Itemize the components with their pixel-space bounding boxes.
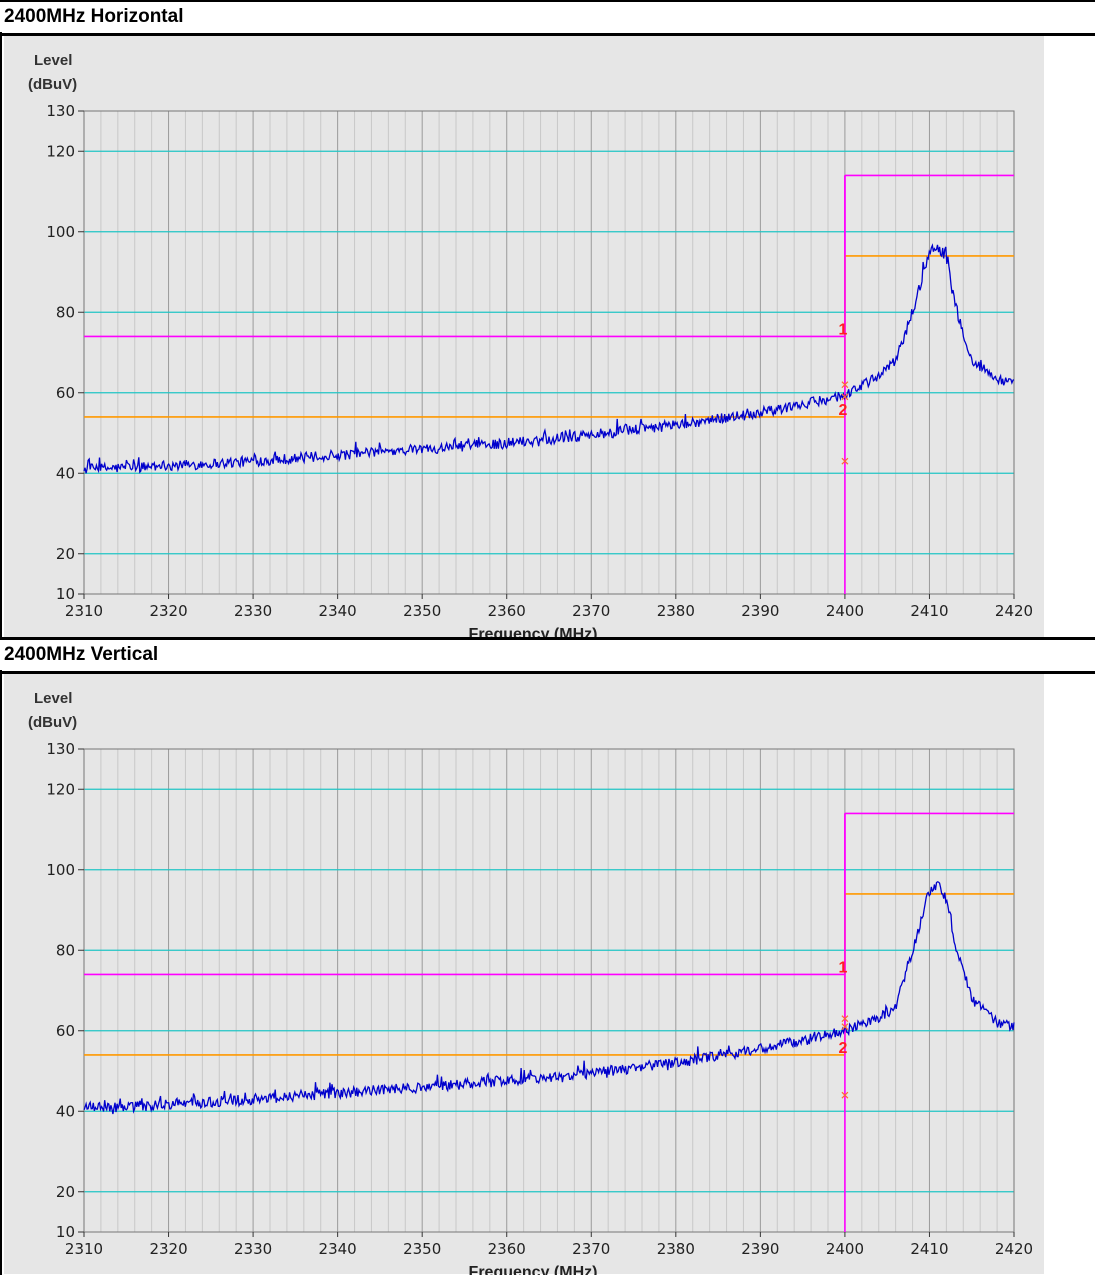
cross-marker	[841, 393, 849, 401]
limit-segment	[84, 174, 1014, 338]
marker-label: 2	[838, 402, 847, 419]
x-tick-label: 2360	[488, 602, 526, 620]
cross-marker	[841, 1091, 849, 1099]
x-tick-label: 2360	[488, 1240, 526, 1258]
marker-label: 1	[838, 959, 847, 976]
vertical-grid	[100, 111, 998, 594]
limit-segment	[84, 812, 1014, 976]
y-tick-label: 40	[56, 1102, 75, 1120]
panel-separator	[0, 637, 1095, 640]
x-tick-label: 2410	[910, 602, 948, 620]
x-tick-label: 2330	[234, 1240, 272, 1258]
marker-label: 2	[838, 1040, 847, 1057]
x-tick-label: 2380	[657, 602, 695, 620]
plot-frame	[83, 110, 1015, 595]
x-tick-label: 2310	[65, 1240, 103, 1258]
horizontal-grid	[84, 150, 1014, 555]
x-tick-label: 2340	[319, 1240, 357, 1258]
spectrum-trace	[83, 243, 1015, 474]
x-tick-label: 2340	[319, 602, 357, 620]
chart-vertical: 10 20 40 60 80 100 120 130 2310 2320 2330 2340 2350 2…	[28, 690, 1033, 1275]
x-tick-label: 2390	[741, 1240, 779, 1258]
y-tick-label: 120	[46, 780, 75, 798]
y-tick-label: 60	[56, 384, 75, 402]
x-tick-label: 2320	[149, 1240, 187, 1258]
cross-marker	[841, 457, 849, 465]
x-tick-label: 2420	[995, 1240, 1033, 1258]
x-tick-label: 2370	[572, 602, 610, 620]
x-tick-label: 2350	[403, 1240, 441, 1258]
y-tick-label: 80	[56, 303, 75, 321]
cross-marker	[841, 1015, 849, 1023]
x-tick-label: 2350	[403, 602, 441, 620]
y-tick-label: 100	[46, 861, 75, 879]
y-tick-label: 130	[46, 740, 75, 758]
panel-separator	[0, 33, 1095, 36]
panel-title-vertical: 2400MHz Vertical	[0, 640, 1093, 670]
panel-separator	[0, 671, 1095, 674]
plot-frame	[83, 748, 1015, 1233]
y-tick-label: 60	[56, 1022, 75, 1040]
x-tick-label: 2370	[572, 1240, 610, 1258]
y-axis-label: Level	[34, 690, 72, 707]
y-tick-label: 80	[56, 941, 75, 959]
panel-title-horizontal: 2400MHz Horizontal	[0, 2, 1093, 32]
x-tick-label: 2330	[234, 602, 272, 620]
x-axis-label: Frequency (MHz)	[469, 1264, 598, 1275]
x-tick-label: 2320	[149, 602, 187, 620]
y-tick-label: 40	[56, 464, 75, 482]
y-axis-label: Level	[34, 52, 72, 69]
x-tick-label: 2380	[657, 1240, 695, 1258]
x-tick-label: 2310	[65, 602, 103, 620]
y-tick-label: 120	[46, 142, 75, 160]
spectrum-trace	[83, 881, 1015, 1115]
chart-horizontal: 10 20 40 60 80 100 120 130 2310 2320 2330 2340 2350 2…	[28, 52, 1033, 643]
y-tick-label: 10	[56, 585, 75, 603]
x-tick-label: 2410	[910, 1240, 948, 1258]
y-tick-label: 20	[56, 545, 75, 563]
x-tick-label: 2420	[995, 602, 1033, 620]
cross-marker	[841, 381, 849, 389]
y-tick-label: 10	[56, 1223, 75, 1241]
x-tick-label: 2390	[741, 602, 779, 620]
vertical-grid	[100, 749, 998, 1232]
marker-label: 1	[838, 321, 847, 338]
y-axis-unit: (dBuV)	[28, 76, 77, 93]
y-axis-unit: (dBuV)	[28, 714, 77, 731]
horizontal-grid	[84, 788, 1014, 1193]
cross-marker	[841, 1023, 849, 1031]
x-tick-label: 2400	[826, 602, 864, 620]
y-tick-label: 130	[46, 102, 75, 120]
y-tick-label: 100	[46, 223, 75, 241]
y-tick-label: 20	[56, 1183, 75, 1201]
x-tick-label: 2400	[826, 1240, 864, 1258]
